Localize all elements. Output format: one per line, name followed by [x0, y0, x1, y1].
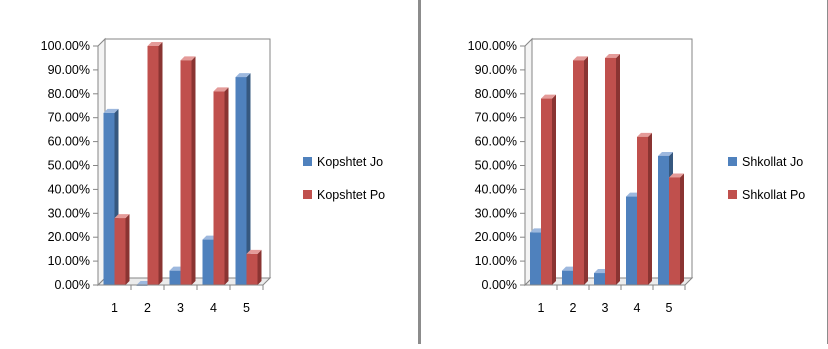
y-tick-label: 0.00%: [482, 278, 517, 292]
y-tick-label: 40.00%: [48, 182, 90, 196]
y-tick-label: 100.00%: [468, 39, 517, 53]
y-tick-label: 10.00%: [475, 254, 517, 268]
y-tick-label: 100.00%: [41, 39, 90, 53]
y-tick-label: 80.00%: [48, 87, 90, 101]
x-tick-label: 5: [666, 301, 673, 315]
legend-swatch: [303, 190, 312, 199]
y-tick-label: 40.00%: [475, 182, 517, 196]
y-tick-label: 0.00%: [55, 278, 90, 292]
x-tick-label: 5: [243, 301, 250, 315]
chart-panel-left: 0.00% 10.00% 20.00% 30.00% 40.00% 50.00% 60.00…: [0, 0, 420, 344]
chart-left: 0.00% 10.00% 20.00% 30.00% 40.00% 50.00% 60.00…: [41, 37, 385, 315]
y-tick-label: 60.00%: [475, 135, 517, 149]
y-tick-label: 20.00%: [48, 230, 90, 244]
y-tick-label: 60.00%: [48, 135, 90, 149]
y-tick-label: 30.00%: [475, 206, 517, 220]
bar-kopshtet-po-3: [180, 56, 196, 286]
bar-kopshtet-po-4: [213, 87, 229, 285]
chart-panel-right: 0.00% 10.00% 20.00% 30.00% 40.00% 50.00% 60.00…: [420, 0, 828, 344]
bar-shkollat-po-4: [637, 132, 652, 285]
x-tick-label: 3: [602, 301, 609, 315]
bar-kopshtet-po-5: [246, 249, 262, 285]
bar-kopshtet-po-2: [147, 42, 163, 285]
y-tick-label: 30.00%: [48, 206, 90, 220]
y-tick-label: 50.00%: [475, 159, 517, 173]
y-tick-label: 80.00%: [475, 87, 517, 101]
bar-kopshtet-po-1: [114, 214, 130, 285]
y-tick-label: 70.00%: [475, 111, 517, 125]
x-tick-label: 3: [177, 301, 184, 315]
legend-label: Shkollat Jo: [742, 155, 803, 169]
legend-swatch: [303, 157, 312, 166]
y-tick-label: 90.00%: [475, 63, 517, 77]
legend-swatch: [728, 190, 737, 199]
x-tick-label: 2: [144, 301, 151, 315]
y-tick-label: 50.00%: [48, 159, 90, 173]
legend-swatch: [728, 157, 737, 166]
y-tick-label: 10.00%: [48, 254, 90, 268]
x-tick-label: 1: [111, 301, 118, 315]
bar-shkollat-po-2: [573, 56, 588, 286]
bar-shkollat-po-3: [605, 53, 620, 286]
bar-kopshtet-jo-5: [235, 73, 251, 285]
y-tick-label: 90.00%: [48, 63, 90, 77]
x-tick-label: 4: [210, 301, 217, 315]
legend-label: Kopshtet Jo: [317, 155, 383, 169]
x-tick-label: 2: [570, 301, 577, 315]
bar-shkollat-po-1: [541, 94, 556, 285]
legend-label: Kopshtet Po: [317, 188, 385, 202]
bar-shkollat-po-5: [669, 173, 684, 285]
x-tick-label: 4: [634, 301, 641, 315]
y-tick-label: 20.00%: [475, 230, 517, 244]
legend-label: Shkollat Po: [742, 188, 805, 202]
chart-right: 0.00% 10.00% 20.00% 30.00% 40.00% 50.00% 60.00…: [468, 37, 805, 315]
y-tick-label: 70.00%: [48, 111, 90, 125]
x-tick-label: 1: [538, 301, 545, 315]
